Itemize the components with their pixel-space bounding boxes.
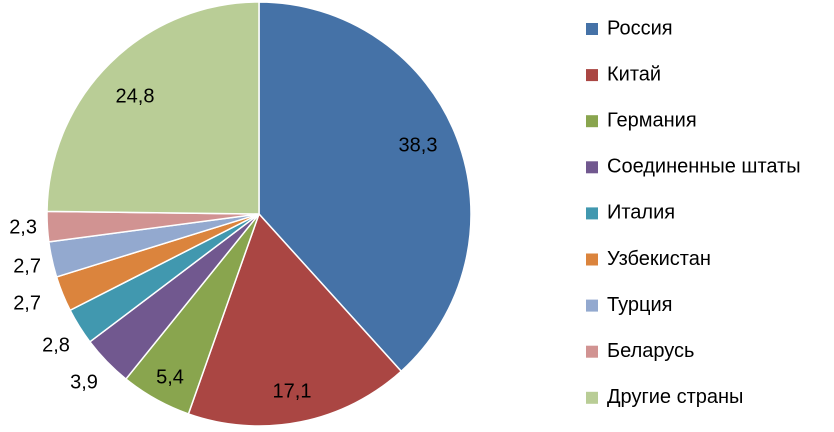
- legend-label: Россия: [607, 17, 673, 39]
- data-label: 2,3: [9, 216, 37, 238]
- legend-swatch: [586, 161, 598, 174]
- legend-label: Турция: [607, 294, 672, 316]
- data-label: 2,7: [13, 292, 41, 314]
- pie-slices: [46, 1, 472, 427]
- legend-swatch: [586, 115, 598, 128]
- legend-swatch: [586, 23, 598, 35]
- legend-label: Беларусь: [607, 340, 694, 362]
- data-label: 2,8: [42, 334, 70, 356]
- legend-swatch: [586, 69, 598, 82]
- legend-label: Другие страны: [607, 386, 743, 408]
- data-label: 3,9: [70, 371, 98, 393]
- data-label: 24,8: [116, 85, 155, 107]
- pie-slice: [46, 1, 260, 215]
- data-label: 38,3: [399, 134, 438, 156]
- data-label: 5,4: [156, 366, 184, 388]
- legend-swatch: [586, 207, 598, 220]
- data-label: 17,1: [273, 380, 312, 402]
- legend-swatch: [586, 345, 598, 358]
- pie-slice: [258, 1, 472, 373]
- legend-swatch: [586, 391, 598, 404]
- legend-label: Китай: [607, 63, 661, 85]
- legend: Россия Китай Германия Соединенные штаты Итал…: [586, 17, 801, 408]
- legend-label: Германия: [607, 109, 697, 131]
- legend-label: Узбекистан: [607, 248, 711, 270]
- legend-label: Соединенные штаты: [607, 156, 801, 178]
- legend-label: Италия: [607, 202, 675, 224]
- legend-swatch: [586, 253, 598, 266]
- data-label: 2,7: [13, 255, 41, 277]
- pie-slice: [187, 212, 403, 427]
- data-labels: 38,317,15,43,92,82,72,72,324,8: [9, 85, 437, 402]
- legend-swatch: [586, 299, 598, 312]
